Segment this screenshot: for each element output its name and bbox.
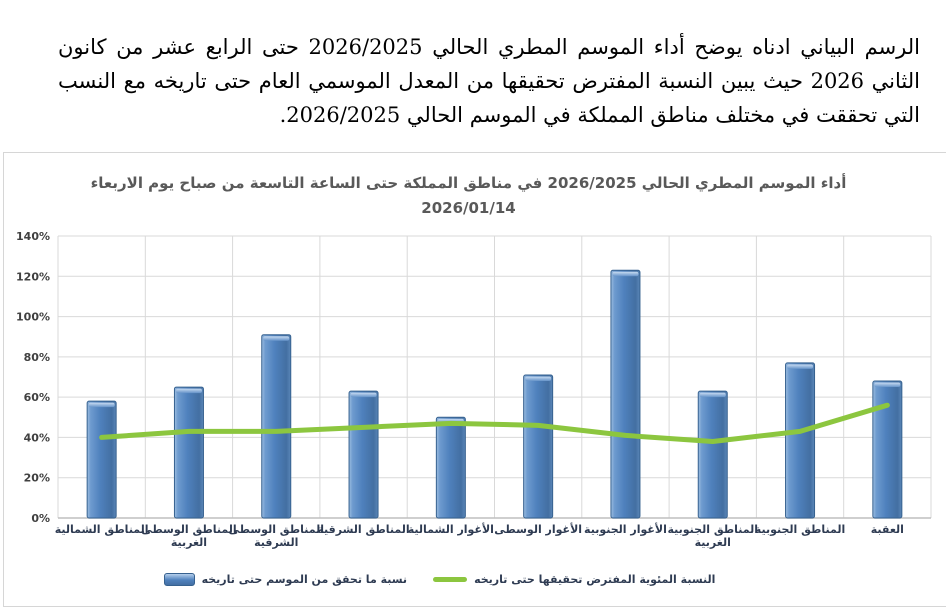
y-tick-label: 20% [24, 472, 50, 485]
bar-top-highlight [525, 376, 552, 381]
bar [523, 374, 554, 519]
y-tick-label: 0% [31, 512, 50, 525]
y-tick-label: 80% [24, 351, 50, 364]
bar-top-highlight [350, 392, 377, 398]
bar-top-highlight [612, 271, 639, 277]
bar-top-highlight [263, 336, 290, 341]
bar [348, 390, 379, 519]
x-category-label: العقبة [871, 523, 904, 536]
x-category-label: الأغوار الشمالية [408, 522, 494, 536]
chart-container: أداء الموسم المطري الحالي 2026/2025 في م… [3, 152, 946, 607]
bar [697, 390, 728, 519]
line-series-swatch-icon [433, 577, 468, 582]
bar-top-highlight [175, 388, 202, 394]
x-category-label: المناطق الشرقية [317, 523, 409, 536]
legend-item-expected: النسبة المئوية المفترض تحقيقها حتى تاريخ… [433, 573, 715, 586]
x-category-label: المناطق الوسطى الغربية [141, 523, 236, 549]
line-series-label: النسبة المئوية المفترض تحقيقها حتى تاريخ… [474, 573, 716, 586]
y-tick-label: 60% [24, 391, 50, 404]
x-category-label: الأغوار الوسطى [494, 522, 582, 536]
x-category-label: الأغوار الجنوبية [584, 522, 667, 536]
bar [785, 362, 816, 519]
bar-top-highlight [787, 364, 814, 369]
bar [261, 334, 292, 519]
bar-series-swatch-icon [163, 573, 195, 586]
y-tick-label: 40% [24, 431, 50, 444]
y-tick-label: 120% [16, 270, 50, 283]
bar-top-highlight [699, 392, 726, 398]
bar [610, 269, 641, 519]
bar [86, 400, 117, 519]
bar [435, 416, 466, 519]
x-category-label: المناطق الشمالية [55, 523, 149, 536]
x-category-label: المناطق الجنوبية الغربية [667, 523, 758, 549]
chart-title: أداء الموسم المطري الحالي 2026/2025 في م… [4, 171, 933, 221]
chart-plot: 0% 20% 40% 60% 80% 100% 120% 140% المناطق الشمال… [16, 230, 932, 549]
chart-title-line1: أداء الموسم المطري الحالي 2026/2025 في م… [90, 174, 847, 192]
x-category-label: المناطق الوسطى الشرقية [229, 523, 324, 549]
x-category-label: المناطق الجنوبية [755, 523, 846, 536]
bar [173, 386, 204, 519]
bar [872, 380, 903, 519]
bar-series-label: نسبة ما تحقق من الموسم حتى تاريخه [201, 573, 408, 586]
expected-percentage-line [99, 402, 890, 444]
y-tick-label: 100% [16, 311, 50, 324]
y-tick-label: 140% [16, 230, 50, 243]
chart-title-line2: 2026/01/14 [421, 199, 516, 217]
intro-paragraph: الرسم البياني ادناه يوضح أداء الموسم الم… [58, 35, 920, 127]
bar-top-highlight [874, 382, 901, 388]
legend-item-achieved: نسبة ما تحقق من الموسم حتى تاريخه [163, 573, 408, 586]
chart-legend: نسبة ما تحقق من الموسم حتى تاريخه النسبة… [4, 573, 875, 586]
bar-top-highlight [88, 402, 115, 408]
